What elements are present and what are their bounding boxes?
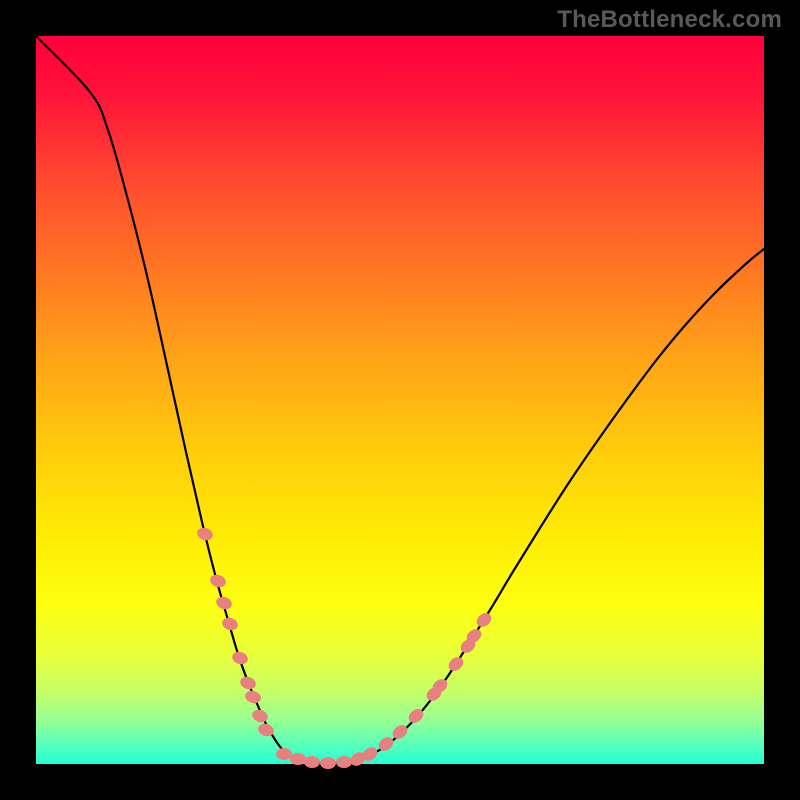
chart-svg (0, 0, 800, 800)
plot-gradient (36, 36, 764, 764)
curve-marker (320, 757, 336, 769)
curve-marker (276, 748, 292, 760)
chart-stage: TheBottleneck.com (0, 0, 800, 800)
watermark-text: TheBottleneck.com (557, 6, 782, 34)
curve-marker (290, 753, 306, 765)
curve-marker (336, 756, 352, 768)
curve-marker (304, 756, 320, 768)
